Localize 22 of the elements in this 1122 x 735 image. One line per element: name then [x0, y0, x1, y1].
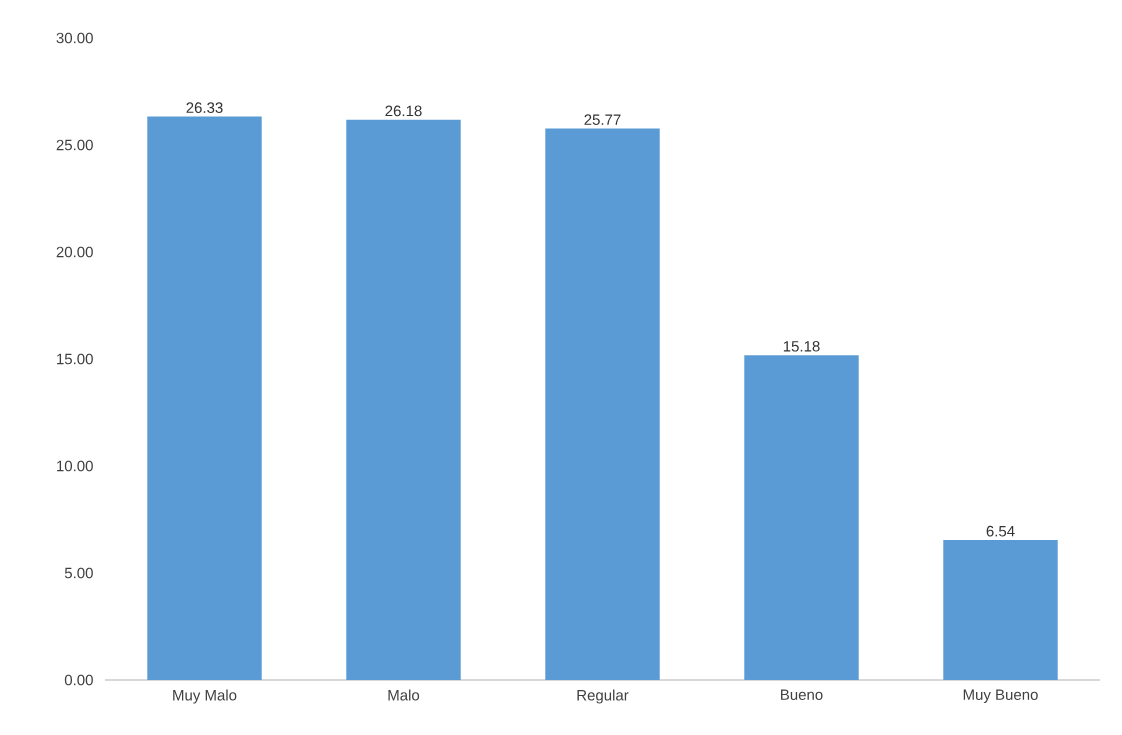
- y-tick-label: 25.00: [56, 139, 93, 151]
- data-label: 25.77: [584, 114, 621, 125]
- y-tick-label: 15.00: [57, 353, 93, 365]
- data-label: 26.18: [385, 105, 422, 117]
- y-tick-label: 0.00: [64, 674, 93, 686]
- bar: [943, 540, 1058, 680]
- bar: [744, 355, 859, 680]
- x-tick-label: Regular: [577, 689, 629, 704]
- bar: [147, 116, 262, 680]
- x-tick-label: Malo: [388, 689, 420, 701]
- data-label: 26.33: [186, 102, 223, 113]
- y-tick-label: 30.00: [56, 32, 93, 44]
- data-label: 6.54: [986, 525, 1015, 537]
- x-tick-label: Muy Malo: [173, 689, 237, 704]
- y-tick-label: 20.00: [56, 246, 93, 258]
- bar: [545, 128, 660, 680]
- bar: [346, 119, 461, 680]
- data-label: 15.18: [783, 340, 820, 352]
- x-tick-label: Bueno: [781, 689, 823, 700]
- y-tick-label: 5.00: [64, 567, 93, 579]
- y-tick-label: 10.00: [57, 460, 93, 472]
- x-tick-label: Muy Bueno: [963, 689, 1038, 703]
